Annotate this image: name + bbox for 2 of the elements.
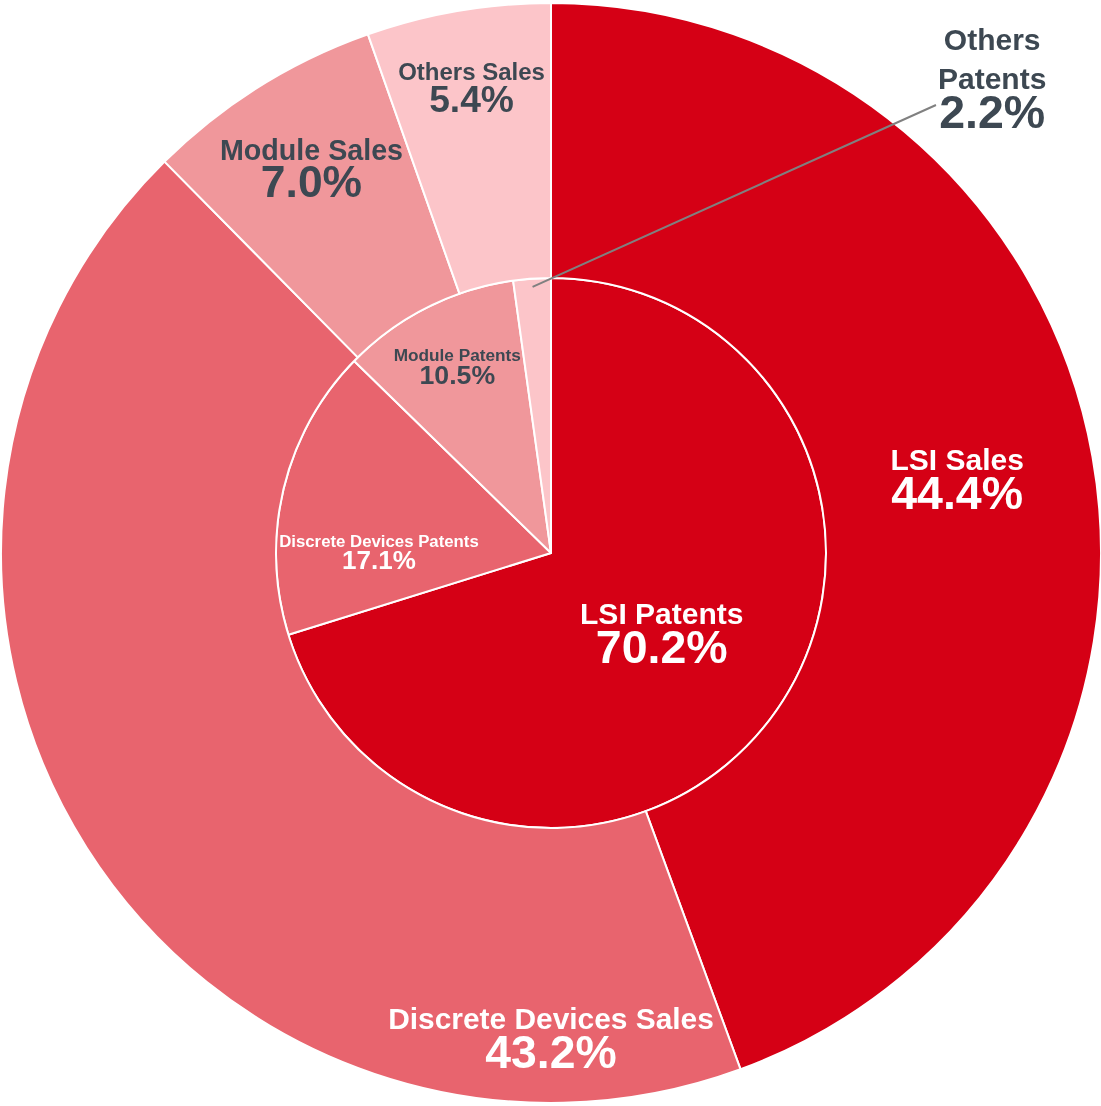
slice-label: Discrete Devices Patents xyxy=(278,531,479,551)
slice-label: Module Patents xyxy=(393,345,521,366)
